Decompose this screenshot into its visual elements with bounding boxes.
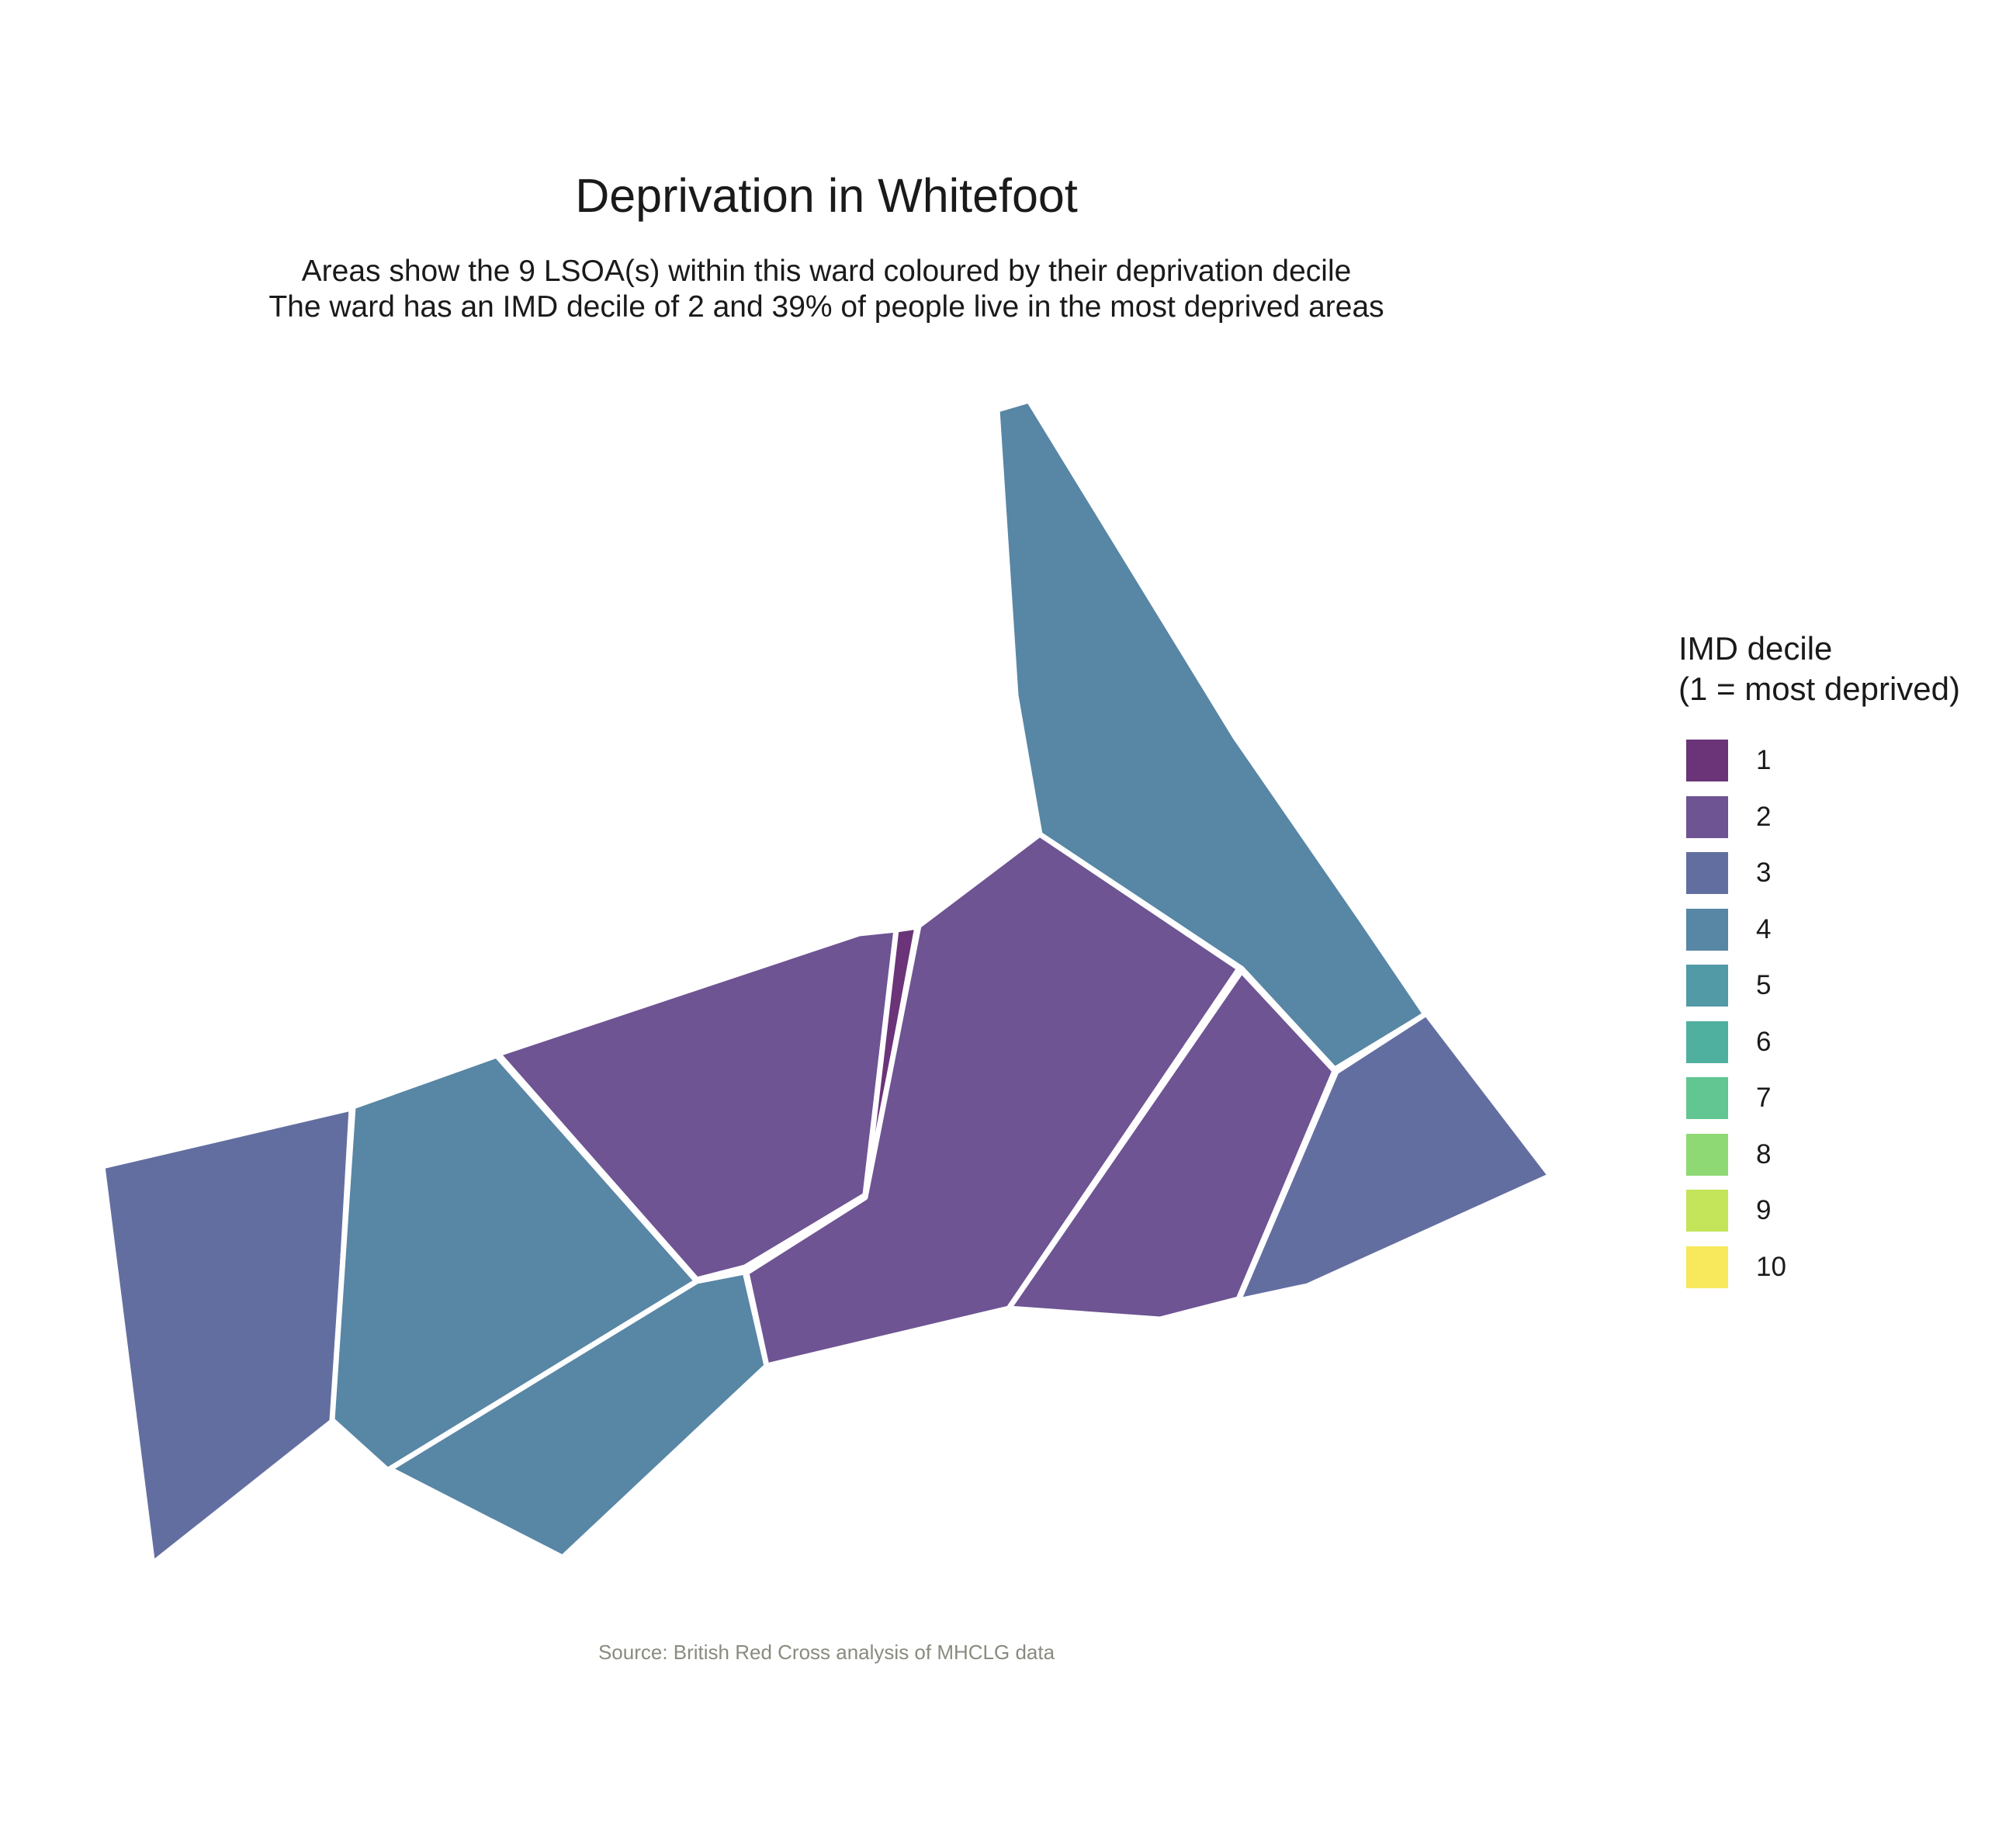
legend-title-line-1: IMD decile — [1678, 630, 1833, 667]
legend-label: 10 — [1756, 1251, 1786, 1282]
legend-label: 1 — [1756, 745, 1772, 776]
map-title: Deprivation in Whitefoot — [575, 169, 1078, 222]
legend-item: 4 — [1678, 902, 1960, 958]
lsoa-area[interactable] — [1235, 1010, 1554, 1304]
map-subtitle-line-2: The ward has an IMD decile of 2 and 39% … — [268, 290, 1384, 324]
legend-swatch — [1686, 1020, 1728, 1063]
legend-item: 5 — [1678, 958, 1960, 1014]
legend-label: 7 — [1756, 1083, 1772, 1114]
legend-label: 6 — [1756, 1026, 1772, 1057]
legend-swatch — [1686, 908, 1728, 951]
legend-item: 2 — [1678, 789, 1960, 846]
legend-item: 8 — [1678, 1127, 1960, 1183]
legend-label: 3 — [1756, 858, 1772, 889]
legend-item: 9 — [1678, 1183, 1960, 1239]
legend-swatch — [1686, 965, 1728, 1007]
legend-label: 9 — [1756, 1195, 1772, 1226]
legend-items: 1 2 3 4 5 6 7 8 — [1678, 733, 1960, 1295]
legend: IMD decile (1 = most deprived) 1 2 3 4 5… — [1678, 629, 1960, 1295]
legend-item: 1 — [1678, 733, 1960, 789]
legend-item: 3 — [1678, 845, 1960, 902]
legend-swatch — [1686, 795, 1728, 838]
legend-swatch — [1686, 1190, 1728, 1232]
map-subtitle-line-1: Areas show the 9 LSOA(s) within this war… — [301, 255, 1352, 288]
legend-swatch — [1686, 1133, 1728, 1176]
legend-item: 6 — [1678, 1014, 1960, 1071]
lsoa-area[interactable] — [99, 1105, 355, 1637]
legend-label: 5 — [1756, 970, 1772, 1001]
legend-swatch — [1686, 1077, 1728, 1120]
legend-swatch — [1686, 1246, 1728, 1288]
legend-label: 4 — [1756, 913, 1772, 944]
legend-item: 10 — [1678, 1239, 1960, 1296]
legend-title-line-2: (1 = most deprived) — [1678, 670, 1960, 707]
source-caption: Source: British Red Cross analysis of MH… — [598, 1641, 1055, 1664]
legend-label: 2 — [1756, 801, 1772, 832]
lsoa-area[interactable] — [386, 1269, 770, 1561]
lsoa-area[interactable] — [1006, 968, 1338, 1322]
legend-swatch — [1686, 740, 1728, 782]
legend-swatch — [1686, 852, 1728, 895]
legend-label: 8 — [1756, 1138, 1772, 1169]
legend-item: 7 — [1678, 1070, 1960, 1127]
